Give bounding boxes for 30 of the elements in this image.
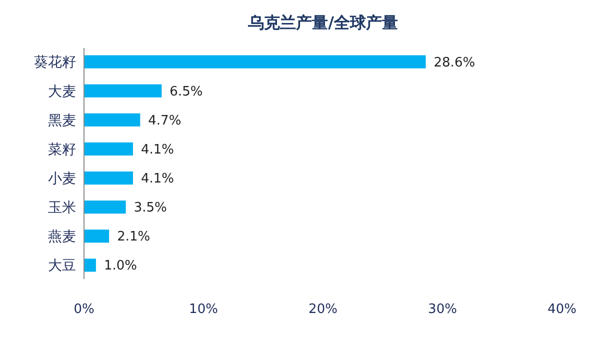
- chart-title: 乌克兰产量/全球产量: [247, 13, 398, 32]
- bar: [84, 55, 426, 68]
- bar: [84, 142, 133, 156]
- data-label: 4.1%: [140, 142, 174, 158]
- data-label: 4.1%: [140, 172, 174, 187]
- x-tick-label: 30%: [428, 302, 457, 317]
- data-label: 2.1%: [117, 230, 150, 245]
- data-label: 4.7%: [148, 113, 182, 128]
- y-tick-label: 菜籽: [48, 142, 76, 158]
- x-tick-label: 20%: [308, 302, 338, 317]
- data-label: 1.0%: [104, 258, 137, 274]
- x-tick-label: 0%: [74, 302, 94, 317]
- y-tick-label: 大豆: [48, 258, 76, 274]
- bar: [84, 171, 133, 185]
- data-label: 28.6%: [434, 55, 476, 70]
- data-label: 6.5%: [170, 84, 203, 100]
- y-tick-label: 燕麦: [48, 229, 76, 246]
- y-tick-label: 黑麦: [48, 112, 76, 129]
- y-tick-label: 玉米: [48, 200, 76, 216]
- data-label: 3.5%: [134, 200, 167, 216]
- bar: [84, 113, 140, 126]
- y-tick-label: 葵花籽: [34, 54, 76, 71]
- bar: [84, 84, 162, 98]
- bar: [84, 200, 126, 214]
- x-tick-label: 10%: [189, 302, 218, 317]
- x-tick-label: 40%: [548, 302, 576, 317]
- bar: [84, 230, 110, 243]
- y-tick-label: 小麦: [48, 170, 76, 187]
- bar: [84, 258, 96, 272]
- y-tick-label: 大麦: [48, 84, 76, 100]
